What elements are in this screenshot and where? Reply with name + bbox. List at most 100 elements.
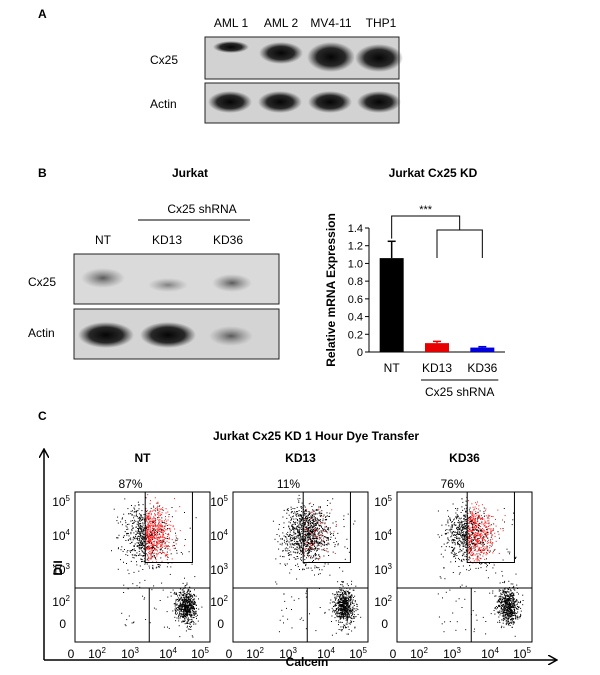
flow-dot xyxy=(459,546,461,548)
flow-dot xyxy=(341,614,343,615)
flow-dot xyxy=(490,529,492,531)
flow-dot xyxy=(468,556,470,558)
flow-dot xyxy=(292,523,294,525)
flow-dot xyxy=(337,532,339,534)
blot-b-row-actin: Actin xyxy=(28,326,55,340)
flow-dot xyxy=(187,613,189,615)
flow-dot xyxy=(315,548,317,550)
flow-dot xyxy=(192,595,194,597)
flow-dot xyxy=(138,540,140,542)
flow-dot xyxy=(313,544,315,546)
flow-dot xyxy=(161,520,163,522)
flow-dot xyxy=(302,619,304,621)
flow-dot xyxy=(305,546,307,547)
flow-dot xyxy=(332,533,334,535)
flow-dot xyxy=(289,529,291,531)
flow-dot xyxy=(450,520,451,522)
flow-dot xyxy=(178,608,180,609)
flow-dot xyxy=(323,549,325,551)
flow-dot xyxy=(453,548,455,550)
flow-dot xyxy=(483,515,485,517)
flow-dot xyxy=(189,594,191,596)
flow-dot xyxy=(162,543,164,545)
flow-dot xyxy=(471,540,473,542)
flow-dot xyxy=(151,523,153,525)
flow-dot xyxy=(470,531,472,533)
flow-dot xyxy=(146,516,148,518)
flow-dot xyxy=(337,606,339,608)
flow-dot xyxy=(181,594,183,596)
flow-dot xyxy=(341,604,343,606)
flow-dot xyxy=(509,603,511,604)
flow-dot xyxy=(346,609,348,611)
y-tick-label: 104 xyxy=(52,528,70,543)
flow-dot xyxy=(511,602,513,604)
flow-dot xyxy=(298,545,300,546)
flow-dot xyxy=(148,514,150,516)
flow-dot xyxy=(357,609,359,611)
flow-dot xyxy=(327,537,329,539)
flow-dot xyxy=(504,588,506,590)
flow-dot xyxy=(505,606,507,608)
flow-dot xyxy=(296,542,298,544)
flow-dot xyxy=(352,612,354,614)
flow-dot xyxy=(168,627,170,629)
flow-dot xyxy=(456,518,457,520)
flow-dot xyxy=(484,548,486,550)
flow-dot xyxy=(307,515,309,517)
flow-dot xyxy=(343,594,345,596)
flow-dot xyxy=(472,538,474,540)
flow-dot xyxy=(142,522,144,524)
flow-dot xyxy=(285,536,287,538)
flow-dot xyxy=(157,537,159,539)
y-tick-label: 103 xyxy=(210,562,228,577)
flow-dot xyxy=(157,512,159,514)
flow-dot xyxy=(171,558,173,560)
flow-dot xyxy=(291,539,293,541)
flow-dot xyxy=(477,544,479,546)
flow-dot xyxy=(188,551,190,553)
flow-dot xyxy=(163,534,164,535)
flow-dot xyxy=(445,524,447,526)
flow-dot xyxy=(344,602,346,604)
flow-dot xyxy=(125,525,127,527)
flow-dot xyxy=(189,612,191,614)
flow-dot xyxy=(327,551,329,553)
flow-dot xyxy=(319,520,321,522)
flow-dot xyxy=(161,544,163,546)
flow-dot xyxy=(185,603,187,605)
flow-dot xyxy=(336,524,337,526)
flow-dot xyxy=(303,531,305,533)
flow-dot xyxy=(497,621,499,623)
flow-dot xyxy=(307,521,309,523)
flow-dot xyxy=(179,607,181,609)
flow-dot xyxy=(189,622,191,624)
flow-dot xyxy=(468,534,470,536)
flow-dot xyxy=(149,525,151,526)
flow-dot xyxy=(290,544,292,546)
flow-dot xyxy=(339,612,341,614)
flow-dot xyxy=(511,592,513,594)
flow-dot xyxy=(186,622,188,624)
flow-dot xyxy=(512,611,513,613)
flow-dot xyxy=(313,555,315,557)
flow-dot xyxy=(188,608,190,610)
flow-dot xyxy=(309,520,311,522)
flow-dot xyxy=(122,550,124,552)
flow-dot xyxy=(351,595,353,597)
flow-dot xyxy=(510,616,512,617)
flow-dot xyxy=(159,600,161,601)
flow-dot xyxy=(461,498,463,500)
flow-dot xyxy=(168,524,170,526)
flow-dot xyxy=(312,534,314,536)
flow-dot xyxy=(319,507,321,509)
flow-dot xyxy=(183,593,185,595)
flow-dot xyxy=(184,607,185,609)
flow-dot xyxy=(340,593,342,595)
flow-dot xyxy=(310,523,311,524)
flow-dot xyxy=(328,516,330,517)
flow-dot xyxy=(293,537,295,539)
flow-dot xyxy=(338,624,339,626)
flow-dot xyxy=(152,535,154,537)
flow-dot xyxy=(313,524,315,526)
